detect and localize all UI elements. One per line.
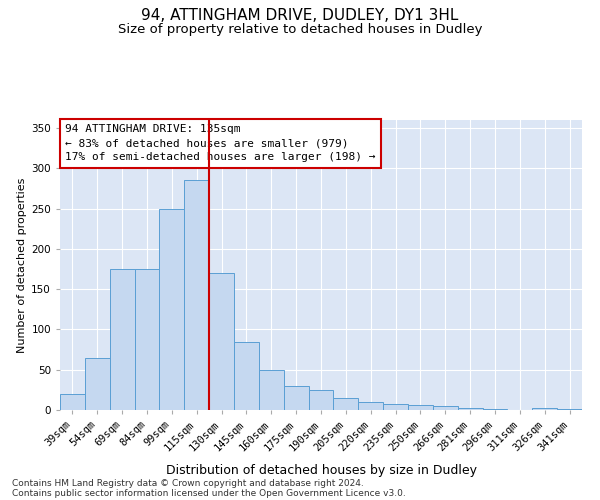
Y-axis label: Number of detached properties: Number of detached properties [17,178,27,352]
Bar [259,370,284,410]
Text: 94, ATTINGHAM DRIVE, DUDLEY, DY1 3HL: 94, ATTINGHAM DRIVE, DUDLEY, DY1 3HL [142,8,458,22]
Text: 94 ATTINGHAM DRIVE: 135sqm
← 83% of detached houses are smaller (979)
17% of sem: 94 ATTINGHAM DRIVE: 135sqm ← 83% of deta… [65,124,376,162]
Bar [134,269,160,410]
Bar [358,402,383,410]
Bar [110,269,134,410]
Bar [334,398,358,410]
Bar [383,404,408,410]
Bar [85,358,110,410]
Bar [184,180,209,410]
Bar [408,405,433,410]
Bar [160,208,184,410]
Bar [284,386,308,410]
Bar [60,394,85,410]
Bar [209,273,234,410]
Bar [308,390,334,410]
Bar [234,342,259,410]
Bar [557,409,582,410]
Text: Contains HM Land Registry data © Crown copyright and database right 2024.: Contains HM Land Registry data © Crown c… [12,478,364,488]
Bar [482,409,508,410]
Bar [458,408,482,410]
Bar [532,408,557,410]
Text: Contains public sector information licensed under the Open Government Licence v3: Contains public sector information licen… [12,488,406,498]
X-axis label: Distribution of detached houses by size in Dudley: Distribution of detached houses by size … [166,464,476,476]
Text: Size of property relative to detached houses in Dudley: Size of property relative to detached ho… [118,22,482,36]
Bar [433,406,458,410]
